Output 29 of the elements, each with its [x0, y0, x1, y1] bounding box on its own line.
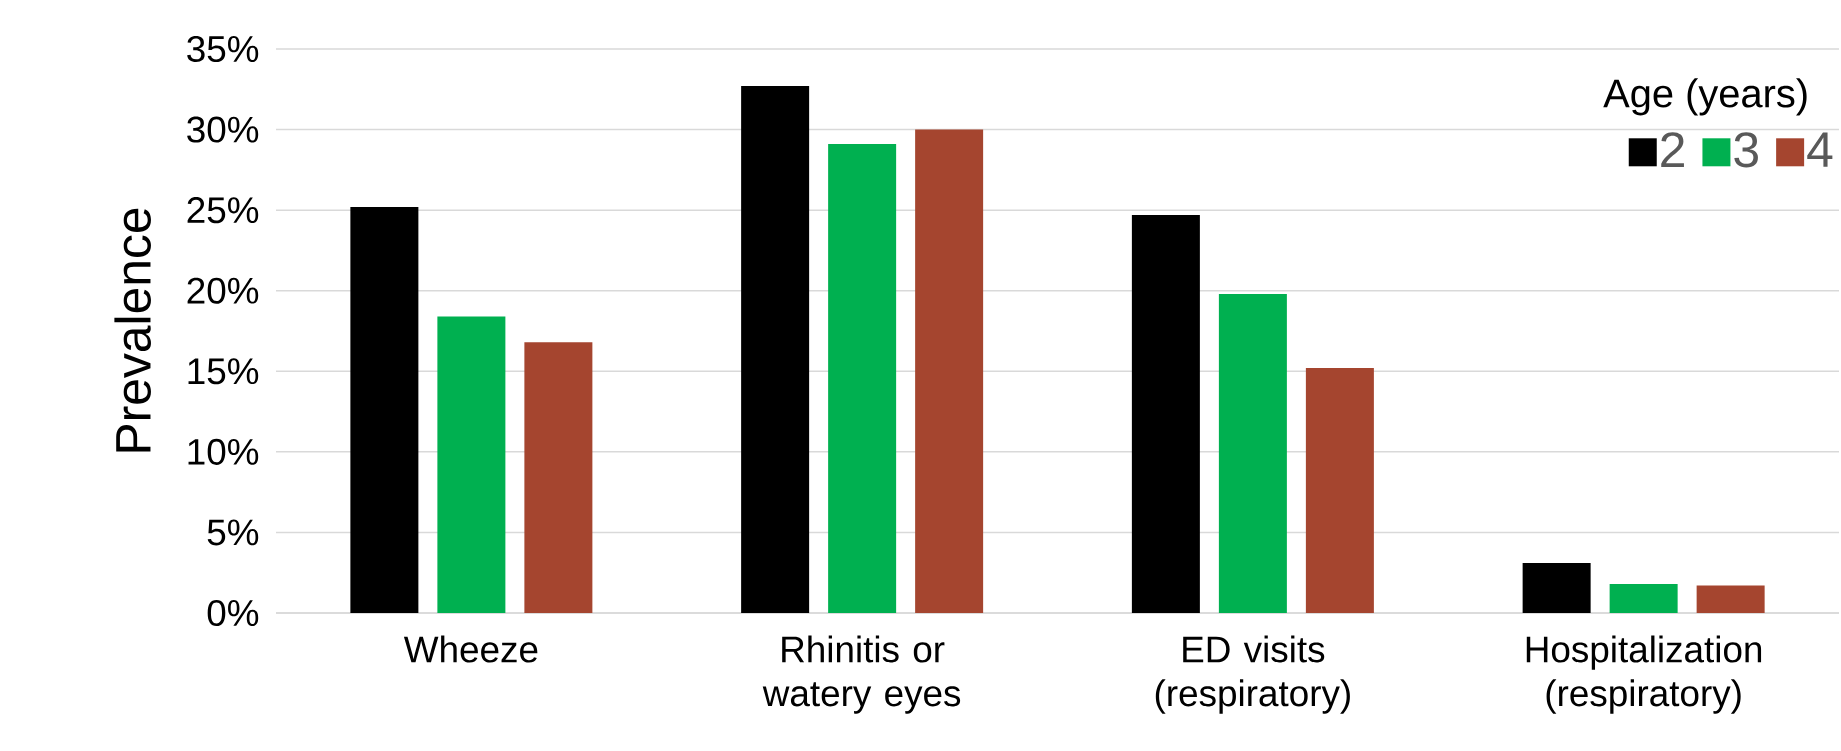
bar: [350, 206, 419, 613]
legend-label: 2: [1661, 132, 1684, 167]
y-tick-label: 5%: [207, 519, 259, 546]
bar: [437, 316, 506, 613]
bar: [1305, 368, 1374, 613]
bar: [1696, 585, 1765, 613]
bar: [1522, 563, 1591, 613]
bar: [524, 342, 593, 613]
x-tick-label: Hospitalization (respiratory): [1526, 635, 1762, 714]
y-tick-label: 20%: [187, 277, 259, 304]
bar: [1218, 293, 1287, 613]
y-tick-label: 35%: [187, 35, 259, 63]
bar: [1609, 583, 1678, 613]
bar: [741, 86, 810, 613]
y-tick-label: 30%: [187, 116, 259, 143]
y-tick-label: 0%: [207, 599, 259, 627]
legend-label: 3: [1734, 132, 1758, 168]
x-tick-label: Rhinitis or watery eyes: [762, 635, 961, 714]
bar: [1131, 214, 1200, 613]
bar: [915, 129, 984, 613]
y-tick-label: 10%: [188, 438, 259, 465]
y-tick-label: 15%: [188, 358, 259, 385]
legend-title: Age (years): [1603, 78, 1807, 116]
y-tick-label: 25%: [187, 197, 259, 224]
x-tick-label: ED visits (respiratory): [1155, 635, 1350, 714]
y-axis-title: Prevalence: [114, 208, 151, 452]
x-tick-label: Wheeze: [403, 635, 538, 663]
legend-label: 4: [1807, 132, 1833, 167]
bar: [828, 144, 897, 613]
